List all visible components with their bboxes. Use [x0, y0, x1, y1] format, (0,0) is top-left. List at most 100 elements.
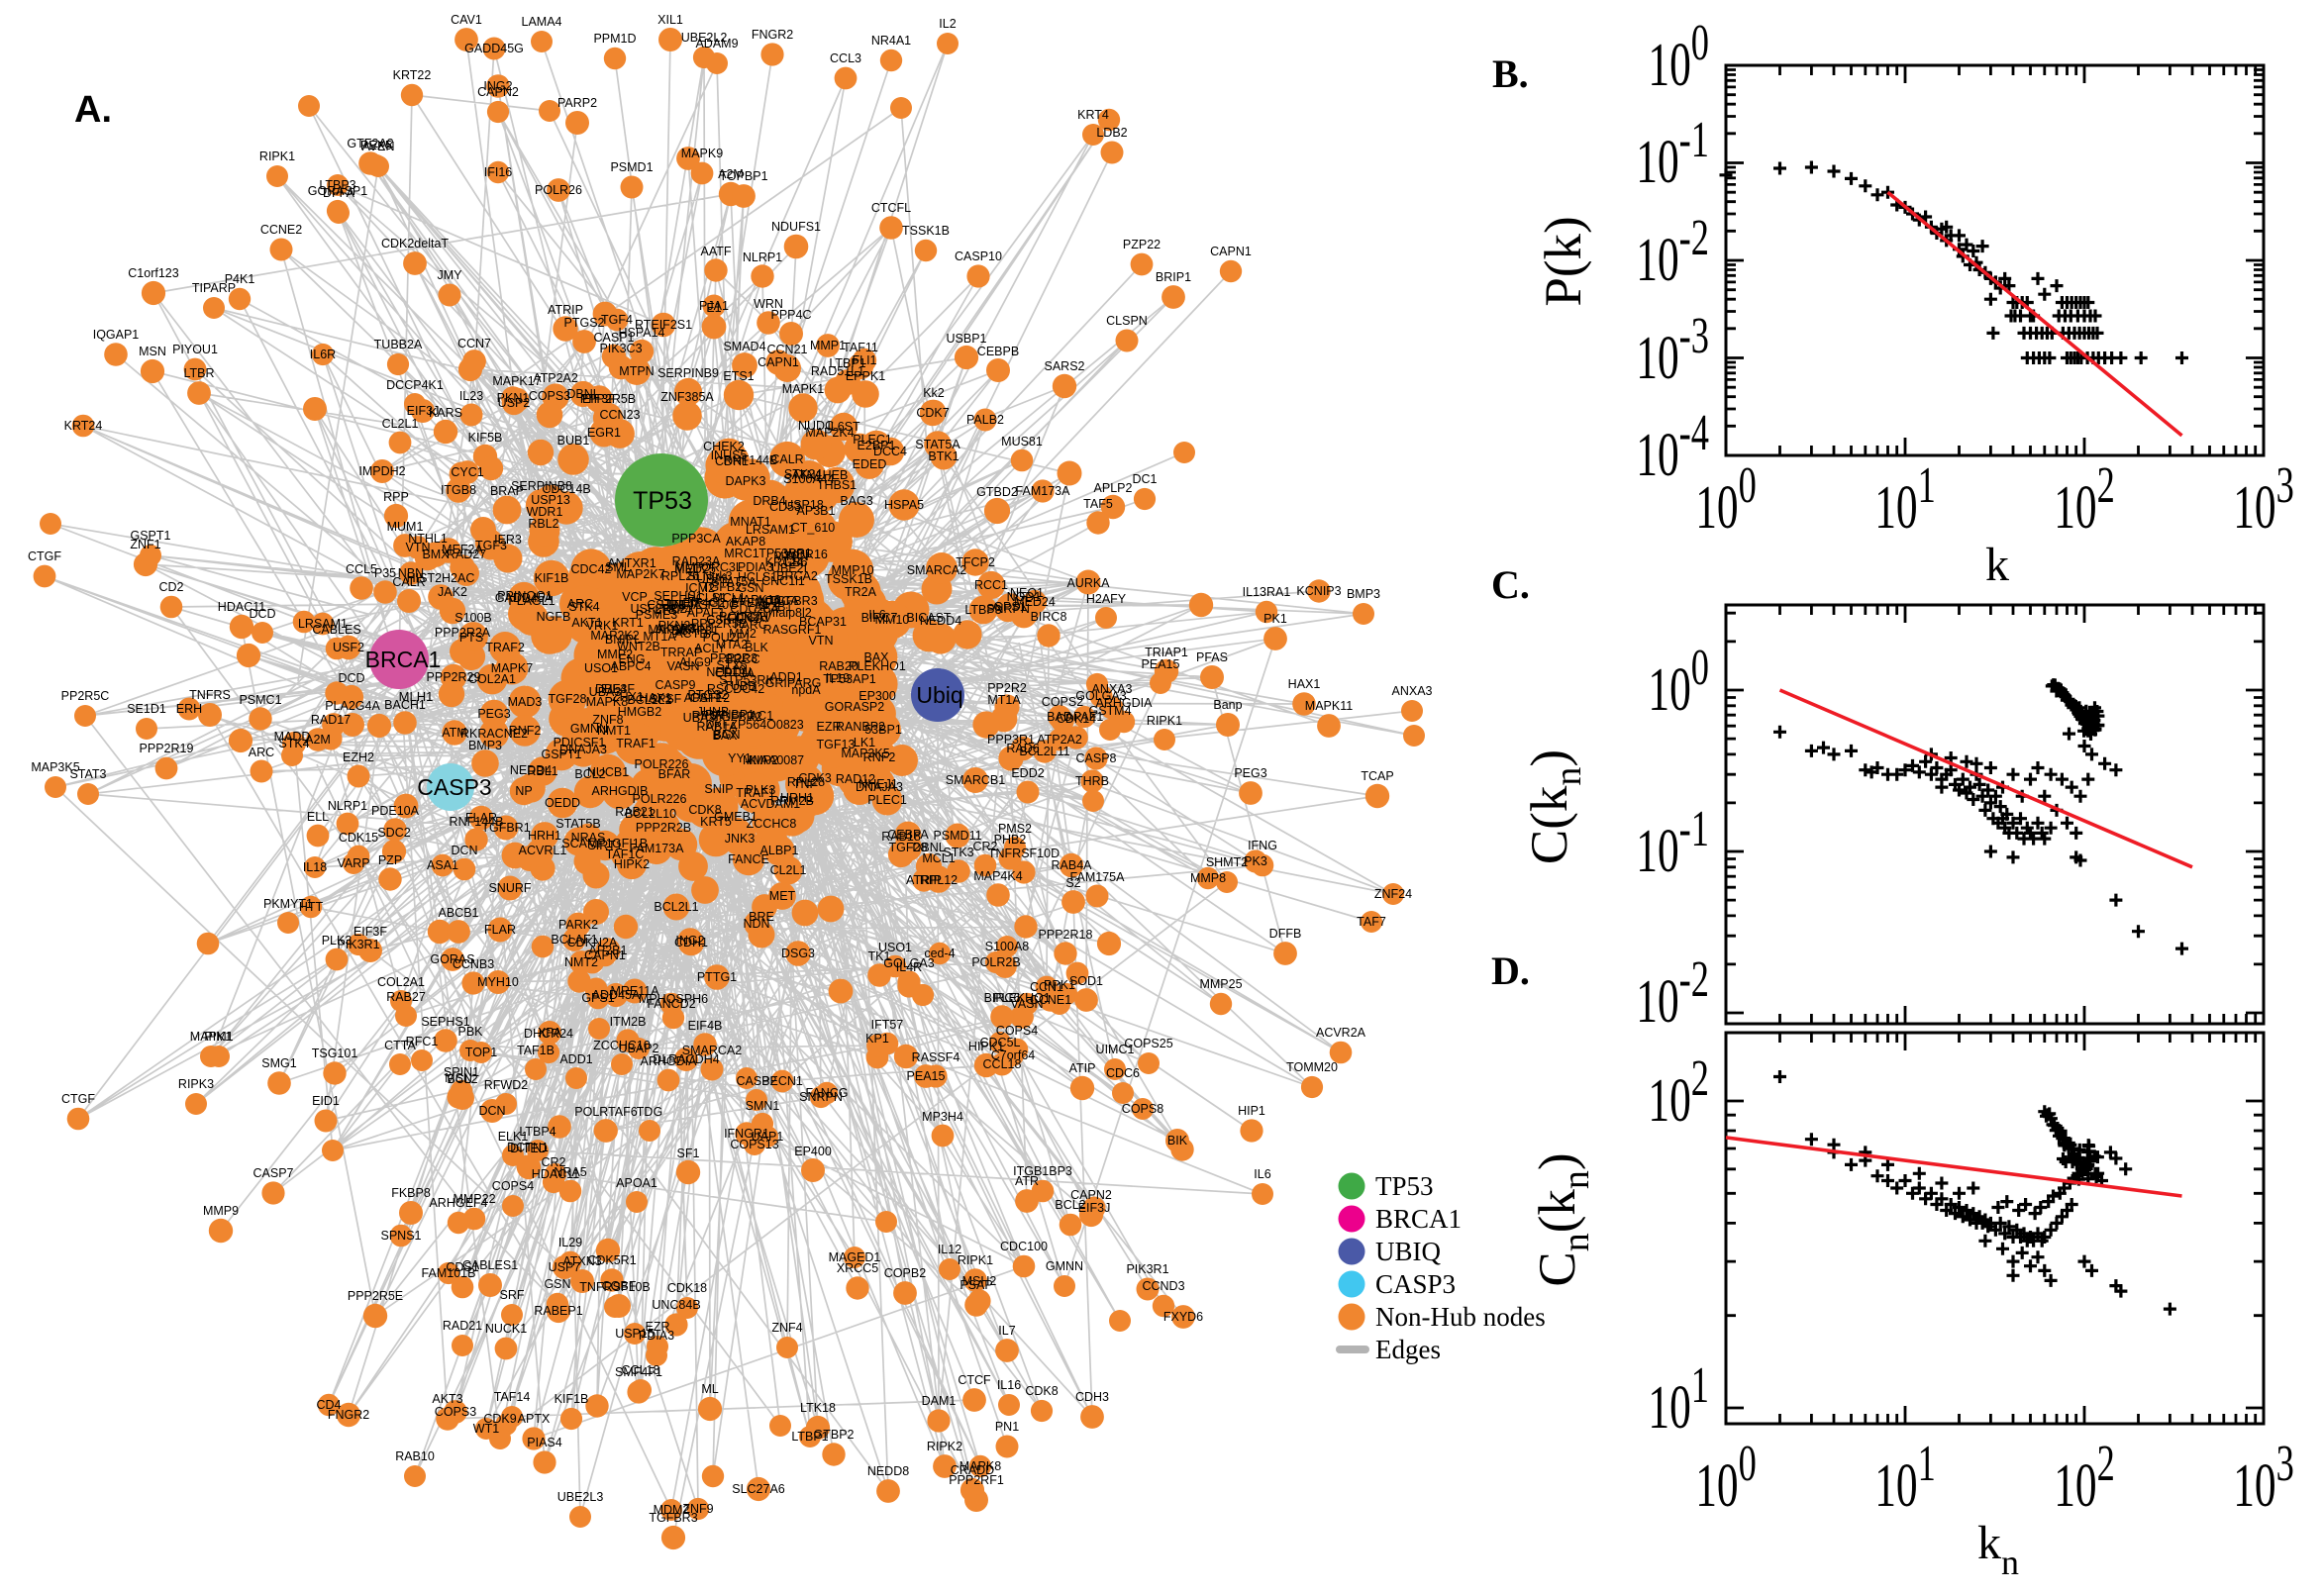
svg-text:MAPK8: MAPK8: [586, 695, 628, 709]
svg-text:TAF5: TAF5: [1083, 497, 1113, 511]
svg-text:DRB4: DRB4: [753, 494, 785, 508]
svg-text:RBL1: RBL1: [527, 764, 557, 778]
svg-text:PLK3: PLK3: [322, 934, 353, 948]
svg-text:RPP: RPP: [383, 490, 409, 504]
svg-text:PPM1D: PPM1D: [593, 32, 636, 46]
svg-text:DCC4: DCC4: [873, 445, 907, 458]
svg-text:MSN: MSN: [139, 345, 166, 358]
svg-text:BIK: BIK: [1167, 1134, 1188, 1147]
svg-text:STK24: STK24: [784, 467, 822, 481]
svg-text:DBF4: DBF4: [595, 682, 627, 696]
svg-text:VARP: VARP: [337, 856, 369, 870]
svg-text:PP2R5C: PP2R5C: [61, 689, 110, 703]
svg-text:SEPHS1: SEPHS1: [654, 589, 702, 603]
svg-text:GADD45A: GADD45A: [495, 591, 554, 605]
svg-text:CTGF: CTGF: [28, 549, 61, 563]
svg-text:ENG: ENG: [618, 652, 645, 666]
svg-text:TGF28: TGF28: [549, 692, 587, 706]
svg-text:UBE2L2: UBE2L2: [681, 31, 728, 45]
svg-text:RNF2: RNF2: [509, 724, 542, 738]
svg-text:BTK1: BTK1: [928, 449, 959, 463]
svg-text:TUBB: TUBB: [723, 679, 756, 693]
svg-text:FNGR2: FNGR2: [328, 1408, 369, 1422]
svg-text:GFI1B: GFI1B: [612, 837, 648, 850]
svg-text:ERH: ERH: [176, 702, 202, 716]
svg-text:DNAJA3: DNAJA3: [559, 743, 607, 756]
svg-text:IL4R: IL4R: [896, 960, 922, 974]
svg-text:RFC1: RFC1: [406, 1035, 439, 1048]
svg-text:EIF3F: EIF3F: [601, 682, 635, 696]
svg-text:MCL1: MCL1: [712, 591, 745, 605]
svg-text:APAF1: APAF1: [687, 606, 726, 620]
svg-text:CHEK2: CHEK2: [703, 440, 745, 453]
svg-text:ACVRL1: ACVRL1: [519, 844, 567, 857]
svg-text:MPHOSPH6: MPHOSPH6: [639, 992, 708, 1006]
svg-text:SF1: SF1: [677, 1147, 700, 1160]
svg-text:MAD3: MAD3: [508, 695, 543, 709]
svg-text:USO1: USO1: [584, 661, 618, 675]
svg-text:IL18: IL18: [303, 860, 327, 874]
svg-text:AVEN: AVEN: [361, 140, 394, 153]
svg-text:MMP22: MMP22: [453, 1192, 495, 1206]
svg-text:MSN: MSN: [445, 1071, 472, 1085]
svg-text:TP53BP1: TP53BP1: [758, 547, 812, 560]
svg-text:UBE2I: UBE2I: [771, 561, 807, 575]
svg-text:CCL18: CCL18: [622, 1363, 660, 1377]
svg-text:RAD17: RAD17: [311, 713, 351, 727]
svg-text:POLR2H: POLR2H: [719, 610, 768, 624]
svg-text:XRCC5: XRCC5: [837, 1261, 878, 1275]
svg-text:RASSF4: RASSF4: [912, 1050, 960, 1064]
svg-text:TGF13: TGF13: [817, 738, 856, 751]
svg-text:SIRT1: SIRT1: [587, 839, 622, 852]
svg-text:ACVDAM1: ACVDAM1: [741, 797, 800, 811]
svg-text:CL2L1: CL2L1: [770, 863, 807, 877]
svg-text:APAF1: APAF1: [684, 691, 723, 705]
svg-text:MAP2K2: MAP2K2: [590, 629, 639, 643]
svg-text:FANCD2: FANCD2: [647, 997, 695, 1011]
svg-text:TSG101: TSG101: [312, 1047, 358, 1060]
svg-text:KCNIP3: KCNIP3: [1296, 584, 1341, 598]
svg-text:PIYOU1: PIYOU1: [172, 343, 218, 356]
svg-text:PMS2: PMS2: [998, 822, 1032, 836]
svg-text:BRCC: BRCC: [725, 652, 759, 666]
svg-text:HCLS1: HCLS1: [738, 570, 777, 584]
svg-text:NLRP1: NLRP1: [743, 250, 782, 264]
svg-text:RASGRF1: RASGRF1: [762, 623, 821, 637]
svg-text:ATP2A2: ATP2A2: [1037, 733, 1082, 747]
svg-text:ML: ML: [701, 1382, 718, 1396]
svg-text:PSMC1: PSMC1: [239, 693, 281, 707]
svg-text:MAPK9: MAPK9: [681, 147, 723, 160]
svg-text:A.: A.: [74, 89, 112, 131]
svg-text:GADD45G: GADD45G: [464, 42, 524, 55]
svg-text:ACTB: ACTB: [674, 627, 707, 641]
svg-text:ZNF9: ZNF9: [682, 1502, 713, 1516]
svg-text:PIM1: PIM1: [204, 1030, 233, 1044]
svg-text:RPL28: RPL28: [787, 775, 825, 789]
svg-text:BCLAF1: BCLAF1: [551, 933, 597, 947]
svg-text:RAD51L1: RAD51L1: [811, 364, 864, 378]
svg-text:NEDD8: NEDD8: [867, 1464, 909, 1478]
svg-text:MMP25: MMP25: [1199, 977, 1242, 991]
svg-text:NRA5: NRA5: [554, 1165, 586, 1179]
svg-text:BCL2L2: BCL2L2: [627, 693, 671, 707]
svg-text:DAPK3: DAPK3: [726, 474, 766, 488]
svg-text:ZNF1: ZNF1: [130, 538, 160, 551]
svg-text:ASA1: ASA1: [427, 858, 458, 872]
svg-text:CTCF: CTCF: [958, 1373, 991, 1387]
svg-text:GSPT1: GSPT1: [542, 748, 582, 761]
svg-text:MAPK17: MAPK17: [492, 374, 541, 388]
svg-text:IL19: IL19: [826, 671, 850, 685]
svg-text:CDC100: CDC100: [1000, 1240, 1048, 1253]
svg-text:STAT5B: STAT5B: [556, 817, 600, 831]
svg-text:SMARCA2: SMARCA2: [682, 1044, 742, 1057]
svg-text:XIL1: XIL1: [657, 13, 683, 27]
svg-text:GOLGA3: GOLGA3: [883, 956, 934, 970]
svg-text:EZH2: EZH2: [343, 750, 374, 764]
svg-text:RIPK1: RIPK1: [1147, 714, 1182, 728]
svg-text:CAPN1: CAPN1: [584, 948, 626, 962]
svg-text:RANBP1: RANBP1: [705, 708, 755, 722]
svg-text:GOLGA3: GOLGA3: [1075, 689, 1126, 703]
svg-text:PPP2R5E: PPP2R5E: [348, 1289, 403, 1303]
svg-text:AKAP8: AKAP8: [726, 535, 765, 549]
svg-text:ZNF4: ZNF4: [771, 1321, 802, 1335]
